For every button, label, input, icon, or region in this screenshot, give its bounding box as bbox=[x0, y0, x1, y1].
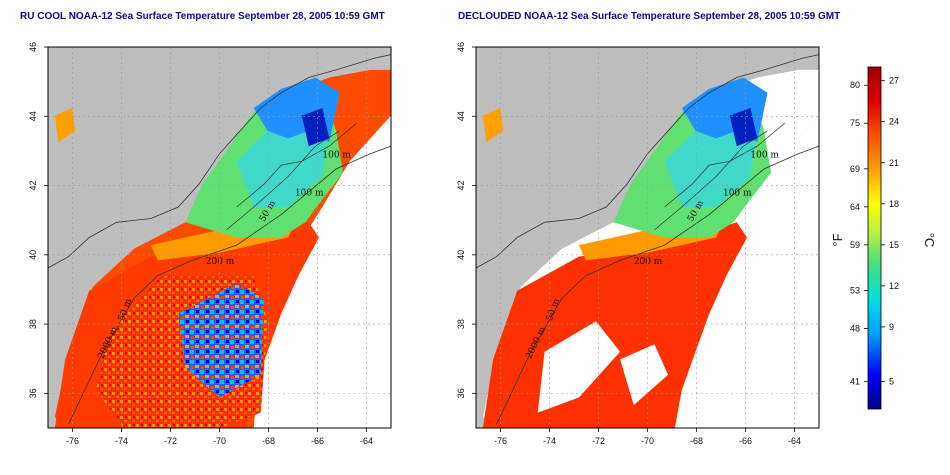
fahrenheit-tick-label: 69 bbox=[850, 164, 860, 174]
longitude-tick-label: -72 bbox=[164, 436, 177, 446]
inland-lake bbox=[482, 108, 504, 143]
celsius-scale: 27 24 21 18 15 12 9 5 bbox=[881, 76, 899, 387]
colorbar: 80 75 69 64 59 53 48 41 27 24 21 18 15 12 9 5 °F °C bbox=[830, 66, 937, 410]
depth-contour-50m bbox=[226, 130, 340, 231]
fahrenheit-scale: 80 75 69 64 59 53 48 41 bbox=[850, 80, 868, 387]
no-data-region bbox=[681, 115, 819, 428]
contour-label: 200 m bbox=[634, 257, 663, 267]
longitude-tick-label: -68 bbox=[690, 436, 703, 446]
coldest-water bbox=[301, 108, 330, 147]
celsius-tick-label: 15 bbox=[889, 240, 899, 250]
depth-contour-50m bbox=[654, 130, 768, 231]
contour-label: 100 m bbox=[750, 150, 779, 160]
celsius-tick-label: 12 bbox=[889, 281, 899, 291]
clouded-gap bbox=[537, 321, 621, 413]
celsius-tick-label: 9 bbox=[889, 322, 894, 332]
contour-label: 100 m bbox=[295, 189, 324, 199]
latitude-tick-label: 38 bbox=[28, 319, 38, 329]
celsius-tick-label: 21 bbox=[889, 158, 899, 168]
celsius-tick-label: 5 bbox=[889, 377, 894, 387]
longitude-tick-label: -72 bbox=[592, 436, 605, 446]
right-map-title: DECLOUDED NOAA-12 Sea Surface Temperatur… bbox=[458, 11, 841, 22]
clouded-gap bbox=[620, 344, 669, 406]
latitude-tick-label: 42 bbox=[28, 181, 38, 191]
depth-contour-100m bbox=[236, 122, 357, 208]
fahrenheit-tick-label: 53 bbox=[850, 285, 860, 295]
celsius-unit-label: °C bbox=[922, 233, 937, 248]
inland-lake bbox=[54, 108, 76, 143]
fahrenheit-tick-label: 59 bbox=[850, 240, 860, 250]
longitude-tick-label: -76 bbox=[66, 436, 79, 446]
fahrenheit-tick-label: 48 bbox=[850, 323, 860, 333]
longitude-tick-label: -74 bbox=[543, 436, 556, 446]
longitude-tick-label: -74 bbox=[115, 436, 128, 446]
longitude-tick-label: -64 bbox=[788, 436, 801, 446]
latitude-tick-label: 42 bbox=[456, 181, 466, 191]
fahrenheit-tick-label: 80 bbox=[850, 80, 860, 90]
contour-label: 100 m bbox=[322, 150, 351, 160]
latitude-tick-label: 40 bbox=[28, 250, 38, 260]
fahrenheit-tick-label: 75 bbox=[850, 118, 860, 128]
latitude-tick-label: 44 bbox=[28, 111, 38, 121]
fahrenheit-tick-label: 41 bbox=[850, 377, 860, 387]
contour-label: 100 m bbox=[723, 189, 752, 199]
celsius-tick-label: 24 bbox=[889, 117, 899, 127]
longitude-tick-label: -64 bbox=[360, 436, 373, 446]
left-map-title: RU COOL NOAA-12 Sea Surface Temperature … bbox=[20, 11, 385, 22]
cloud-contaminated-pixels bbox=[178, 283, 265, 398]
longitude-tick-label: -70 bbox=[641, 436, 654, 446]
depth-contour-200m bbox=[496, 145, 820, 425]
colorbar-gradient bbox=[867, 66, 882, 410]
coldest-water bbox=[729, 108, 758, 147]
latitude-tick-label: 46 bbox=[28, 42, 38, 52]
celsius-tick-label: 27 bbox=[889, 76, 899, 86]
latitude-tick-label: 36 bbox=[28, 388, 38, 398]
latitude-tick-label: 40 bbox=[456, 250, 466, 260]
latitude-tick-label: 36 bbox=[456, 388, 466, 398]
latitude-tick-label: 38 bbox=[456, 319, 466, 329]
no-data-region bbox=[253, 115, 391, 428]
latitude-tick-label: 46 bbox=[456, 42, 466, 52]
depth-contour-200m bbox=[68, 145, 392, 425]
longitude-tick-label: -66 bbox=[311, 436, 324, 446]
celsius-tick-label: 18 bbox=[889, 199, 899, 209]
longitude-tick-label: -68 bbox=[262, 436, 275, 446]
latitude-tick-label: 44 bbox=[456, 111, 466, 121]
depth-contour-100m bbox=[664, 122, 785, 208]
longitude-tick-label: -76 bbox=[494, 436, 507, 446]
longitude-tick-label: -70 bbox=[213, 436, 226, 446]
contour-label: 200 m bbox=[206, 257, 235, 267]
fahrenheit-tick-label: 64 bbox=[850, 202, 860, 212]
longitude-tick-label: -66 bbox=[739, 436, 752, 446]
fahrenheit-unit-label: °F bbox=[830, 233, 845, 246]
